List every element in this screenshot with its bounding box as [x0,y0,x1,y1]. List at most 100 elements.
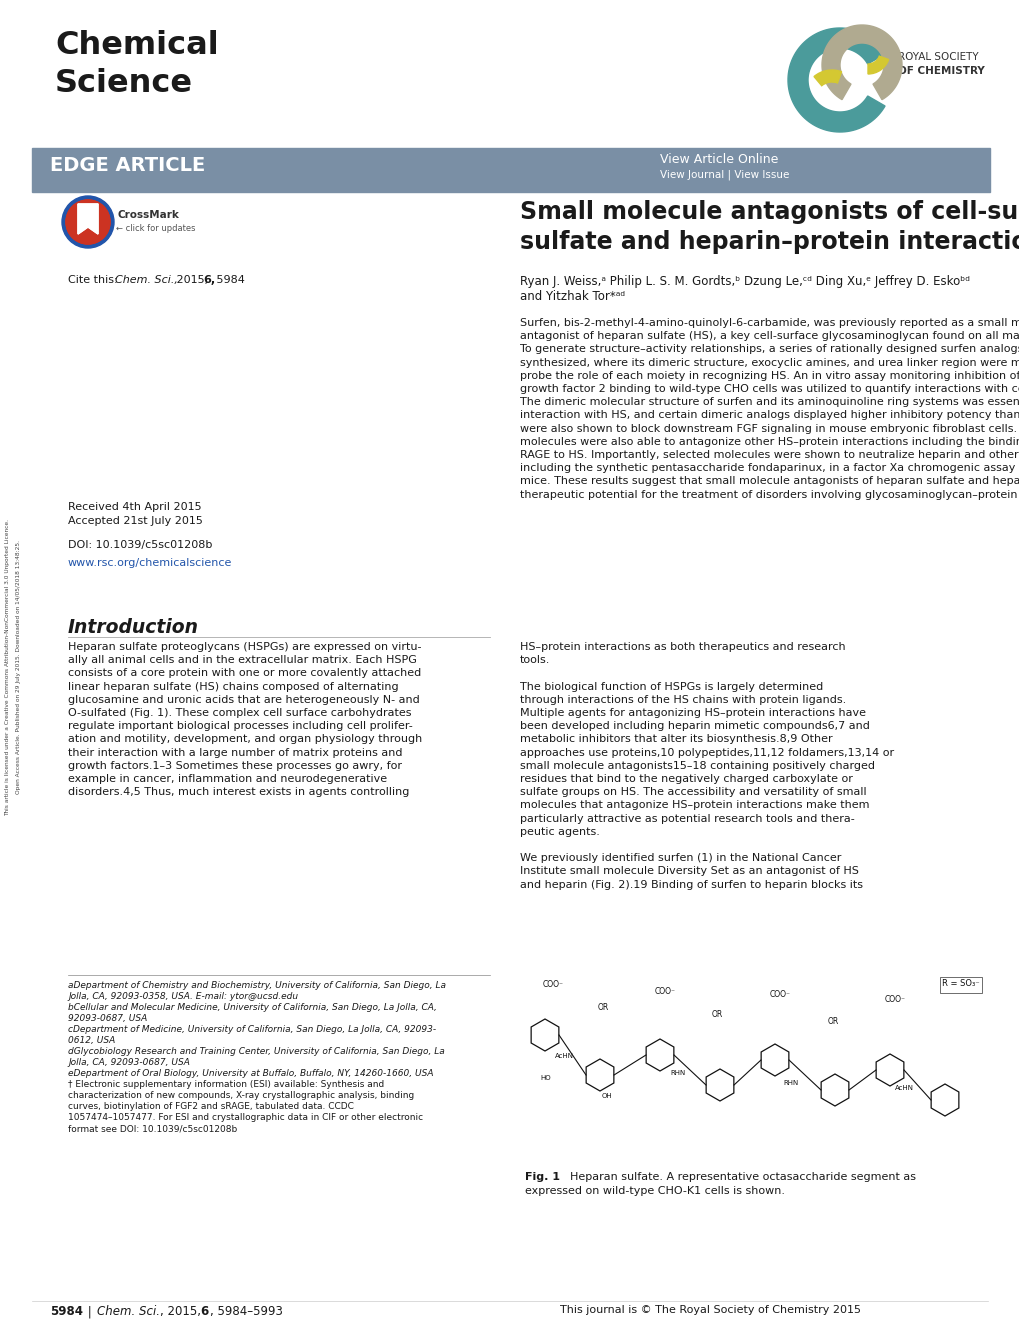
Text: We previously identified surfen (1) in the National Cancer: We previously identified surfen (1) in t… [520,853,841,864]
Polygon shape [77,204,98,234]
Text: Ryan J. Weiss,ᵃ Philip L. S. M. Gordts,ᵇ Dzung Le,ᶜᵈ Ding Xu,ᵉ Jeffrey D. Eskoᵇᵈ: Ryan J. Weiss,ᵃ Philip L. S. M. Gordts,ᵇ… [520,275,969,288]
Text: ← click for updates: ← click for updates [116,224,196,234]
Text: interaction with HS, and certain dimeric analogs displayed higher inhibitory pot: interaction with HS, and certain dimeric… [520,410,1019,421]
Text: ally all animal cells and in the extracellular matrix. Each HSPG: ally all animal cells and in the extrace… [68,655,417,665]
Text: RHN: RHN [669,1069,685,1076]
Text: HO: HO [539,1075,550,1081]
Bar [940,977,981,993]
Text: example in cancer, inflammation and neurodegenerative: example in cancer, inflammation and neur… [68,774,387,784]
Text: , 2015,: , 2015, [160,1306,205,1318]
Text: OR: OR [827,1017,839,1027]
Text: COO⁻: COO⁻ [542,980,564,989]
Text: Chem. Sci.: Chem. Sci. [97,1306,160,1318]
Text: Open Access Article. Published on 29 July 2015. Downloaded on 14/05/2018 13:48:2: Open Access Article. Published on 29 Jul… [16,541,20,794]
Text: molecules that antagonize HS–protein interactions make them: molecules that antagonize HS–protein int… [520,801,868,810]
Text: 1057474–1057477. For ESI and crystallographic data in CIF or other electronic: 1057474–1057477. For ESI and crystallogr… [68,1113,423,1121]
Text: eDepartment of Oral Biology, University at Buffalo, Buffalo, NY, 14260-1660, USA: eDepartment of Oral Biology, University … [68,1069,433,1077]
Text: ROYAL SOCIETY: ROYAL SOCIETY [897,52,977,61]
Text: RHN: RHN [783,1080,798,1085]
Text: R = SO₃⁻: R = SO₃⁻ [942,979,978,988]
Text: were also shown to block downstream FGF signaling in mouse embryonic fibroblast : were also shown to block downstream FGF … [520,423,1019,434]
Text: The dimeric molecular structure of surfen and its aminoquinoline ring systems wa: The dimeric molecular structure of surfe… [520,398,1019,407]
Circle shape [66,200,110,244]
Text: mice. These results suggest that small molecule antagonists of heparan sulfate a: mice. These results suggest that small m… [520,477,1019,486]
Polygon shape [788,28,884,132]
Polygon shape [821,25,901,100]
Text: 5984: 5984 [213,275,245,284]
Text: particularly attractive as potential research tools and thera-: particularly attractive as potential res… [520,813,854,824]
Text: 2015,: 2015, [173,275,211,284]
Text: dGlycobiology Research and Training Center, University of California, San Diego,: dGlycobiology Research and Training Cent… [68,1047,444,1056]
Text: 5984: 5984 [50,1306,83,1318]
Text: their interaction with a large number of matrix proteins and: their interaction with a large number of… [68,748,403,757]
Text: Multiple agents for antagonizing HS–protein interactions have: Multiple agents for antagonizing HS–prot… [520,708,865,718]
Text: ation and motility, development, and organ physiology through: ation and motility, development, and org… [68,734,422,745]
Text: AcHN: AcHN [894,1085,913,1091]
Text: View Journal | View Issue: View Journal | View Issue [659,170,789,179]
Text: Jolla, CA, 92093-0687, USA: Jolla, CA, 92093-0687, USA [68,1059,190,1067]
Text: bCellular and Molecular Medicine, University of California, San Diego, La Jolla,: bCellular and Molecular Medicine, Univer… [68,1003,436,1012]
Text: , 5984–5993: , 5984–5993 [210,1306,282,1318]
Text: through interactions of the HS chains with protein ligands.: through interactions of the HS chains wi… [520,694,846,705]
Polygon shape [77,204,98,234]
Text: curves, biotinylation of FGF2 and sRAGE, tabulated data. CCDC: curves, biotinylation of FGF2 and sRAGE,… [68,1101,354,1111]
Text: residues that bind to the negatively charged carboxylate or: residues that bind to the negatively cha… [520,774,852,784]
Text: AcHN: AcHN [554,1053,574,1059]
Text: Received 4th April 2015: Received 4th April 2015 [68,502,202,513]
Text: small molecule antagonists15–18 containing positively charged: small molecule antagonists15–18 containi… [520,761,874,770]
Text: aDepartment of Chemistry and Biochemistry, University of California, San Diego, : aDepartment of Chemistry and Biochemistr… [68,981,445,991]
Text: Small molecule antagonists of cell-surface heparan: Small molecule antagonists of cell-surfa… [520,200,1019,224]
Text: Institute small molecule Diversity Set as an antagonist of HS: Institute small molecule Diversity Set a… [520,866,858,876]
Text: sulfate groups on HS. The accessibility and versatility of small: sulfate groups on HS. The accessibility … [520,788,866,797]
Text: expressed on wild-type CHO-K1 cells is shown.: expressed on wild-type CHO-K1 cells is s… [525,1185,785,1196]
Text: 0612, USA: 0612, USA [68,1036,115,1045]
Text: Cite this:: Cite this: [68,275,121,284]
Text: Jolla, CA, 92093-0358, USA. E-mail: ytor@ucsd.edu: Jolla, CA, 92093-0358, USA. E-mail: ytor… [68,992,298,1001]
Text: OR: OR [597,1003,608,1012]
Text: |: | [84,1306,96,1318]
Bar [32,148,989,192]
Text: therapeutic potential for the treatment of disorders involving glycosaminoglycan: therapeutic potential for the treatment … [520,490,1019,499]
Text: 92093-0687, USA: 92093-0687, USA [68,1015,147,1023]
Text: This article is licensed under a Creative Commons Attribution-NonCommercial 3.0 : This article is licensed under a Creativ… [5,519,9,816]
Text: Heparan sulfate. A representative octasaccharide segment as: Heparan sulfate. A representative octasa… [562,1172,915,1181]
Text: View Article Online: View Article Online [659,154,777,166]
Text: probe the role of each moiety in recognizing HS. An in vitro assay monitoring in: probe the role of each moiety in recogni… [520,371,1019,380]
Text: Chemical: Chemical [55,29,218,61]
Text: 6,: 6, [203,275,215,284]
Text: 6: 6 [200,1306,208,1318]
Text: including the synthetic pentasaccharide fondaparinux, in a factor Xa chromogenic: including the synthetic pentasaccharide … [520,463,1019,473]
Text: Heparan sulfate proteoglycans (HSPGs) are expressed on virtu-: Heparan sulfate proteoglycans (HSPGs) ar… [68,642,421,651]
Text: cDepartment of Medicine, University of California, San Diego, La Jolla, CA, 9209: cDepartment of Medicine, University of C… [68,1025,436,1035]
Text: www.rsc.org/chemicalscience: www.rsc.org/chemicalscience [68,558,232,567]
Bar [730,9,1004,140]
Text: and heparin (Fig. 2).19 Binding of surfen to heparin blocks its: and heparin (Fig. 2).19 Binding of surfe… [520,880,862,889]
Text: Chem. Sci.,: Chem. Sci., [115,275,177,284]
Text: peutic agents.: peutic agents. [520,826,599,837]
Text: regulate important biological processes including cell prolifer-: regulate important biological processes … [68,721,413,732]
Wedge shape [813,69,841,85]
Text: Accepted 21st July 2015: Accepted 21st July 2015 [68,517,203,526]
Text: approaches use proteins,10 polypeptides,11,12 foldamers,13,14 or: approaches use proteins,10 polypeptides,… [520,748,894,757]
Text: HS–protein interactions as both therapeutics and research: HS–protein interactions as both therapeu… [520,642,845,651]
Text: sulfate and heparin–protein interactions†: sulfate and heparin–protein interactions… [520,230,1019,254]
Text: characterization of new compounds, X-ray crystallographic analysis, binding: characterization of new compounds, X-ray… [68,1091,414,1100]
Wedge shape [867,56,888,73]
Text: Science: Science [55,68,193,99]
Text: consists of a core protein with one or more covalently attached: consists of a core protein with one or m… [68,669,421,678]
Text: disorders.4,5 Thus, much interest exists in agents controlling: disorders.4,5 Thus, much interest exists… [68,788,409,797]
Text: CrossMark: CrossMark [118,210,179,220]
Circle shape [62,196,114,248]
Text: metabolic inhibitors that alter its biosynthesis.8,9 Other: metabolic inhibitors that alter its bios… [520,734,832,745]
Text: EDGE ARTICLE: EDGE ARTICLE [50,156,205,175]
Text: Introduction: Introduction [68,618,199,637]
Text: DOI: 10.1039/c5sc01208b: DOI: 10.1039/c5sc01208b [68,539,212,550]
Text: COO⁻: COO⁻ [884,995,905,1004]
Text: synthesized, where its dimeric structure, exocyclic amines, and urea linker regi: synthesized, where its dimeric structure… [520,358,1019,367]
Text: OF CHEMISTRY: OF CHEMISTRY [897,65,983,76]
Text: molecules were also able to antagonize other HS–protein interactions including t: molecules were also able to antagonize o… [520,437,1019,447]
Text: COO⁻: COO⁻ [769,991,790,999]
Text: COO⁻: COO⁻ [654,987,676,996]
Text: O-sulfated (Fig. 1). These complex cell surface carbohydrates: O-sulfated (Fig. 1). These complex cell … [68,708,411,718]
Text: This journal is © The Royal Society of Chemistry 2015: This journal is © The Royal Society of C… [559,1306,860,1315]
